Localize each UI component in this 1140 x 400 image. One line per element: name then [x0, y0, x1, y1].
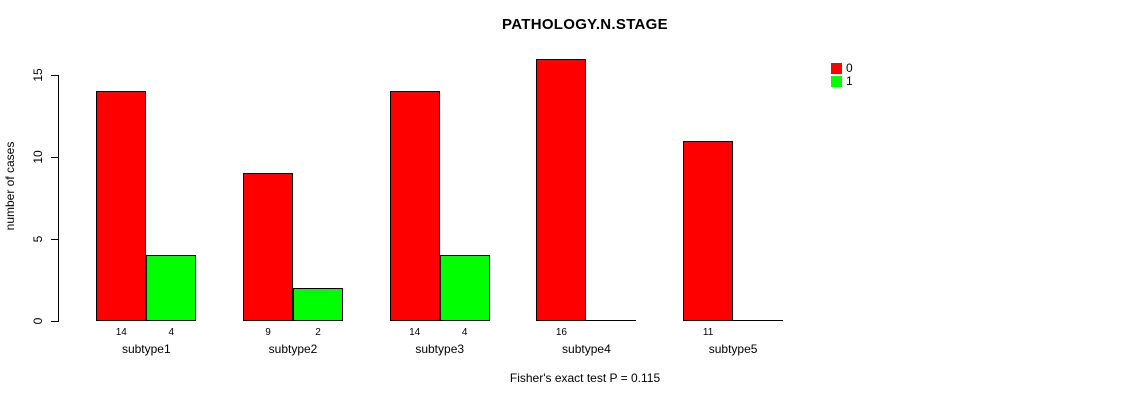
y-tick	[50, 75, 58, 76]
bar-0-subtype2	[243, 173, 293, 321]
bar-1-subtype2	[293, 288, 343, 321]
bar-0-subtype3	[389, 91, 440, 321]
bar-value-label: 14	[409, 327, 421, 338]
legend-label-1: 1	[846, 74, 853, 88]
chart-title: PATHOLOGY.N.STAGE	[502, 16, 668, 33]
y-tick-label: 5	[31, 235, 45, 243]
category-label-subtype5: subtype5	[708, 342, 758, 356]
bar-0-subtype5	[683, 140, 734, 321]
bar-zero-1-subtype5	[733, 320, 784, 321]
bar-value-label: 2	[315, 327, 321, 338]
bar-value-label: 14	[115, 327, 127, 338]
bar-value-label: 4	[461, 327, 468, 338]
legend-swatch-0	[831, 63, 842, 74]
category-label-subtype1: subtype1	[121, 342, 171, 356]
bar-1-subtype1	[146, 255, 197, 321]
legend-label-0: 0	[846, 61, 853, 75]
bar-value-label: 4	[168, 327, 175, 338]
legend-item-1: 1	[831, 74, 853, 88]
footer-annotation: Fisher's exact test P = 0.115	[509, 371, 661, 385]
legend-item-0: 0	[831, 61, 853, 75]
category-label-subtype3: subtype3	[415, 342, 465, 356]
y-tick	[50, 239, 58, 240]
y-tick-label: 15	[31, 68, 45, 82]
y-axis-line	[57, 75, 59, 322]
y-tick-label: 10	[31, 150, 45, 164]
y-tick	[50, 157, 58, 158]
bar-value-label: 9	[265, 327, 271, 338]
bar-1-subtype3	[439, 255, 490, 321]
bar-value-label: 11	[702, 327, 714, 338]
bar-0-subtype4	[536, 58, 587, 321]
category-label-subtype2: subtype2	[268, 342, 318, 356]
bar-zero-1-subtype4	[586, 320, 637, 321]
category-label-subtype4: subtype4	[562, 342, 611, 356]
bar-value-label: 16	[555, 327, 567, 338]
legend-swatch-1	[831, 76, 842, 87]
y-tick-label: 0	[31, 317, 45, 325]
y-tick	[50, 321, 58, 322]
bar-0-subtype1	[96, 91, 147, 321]
